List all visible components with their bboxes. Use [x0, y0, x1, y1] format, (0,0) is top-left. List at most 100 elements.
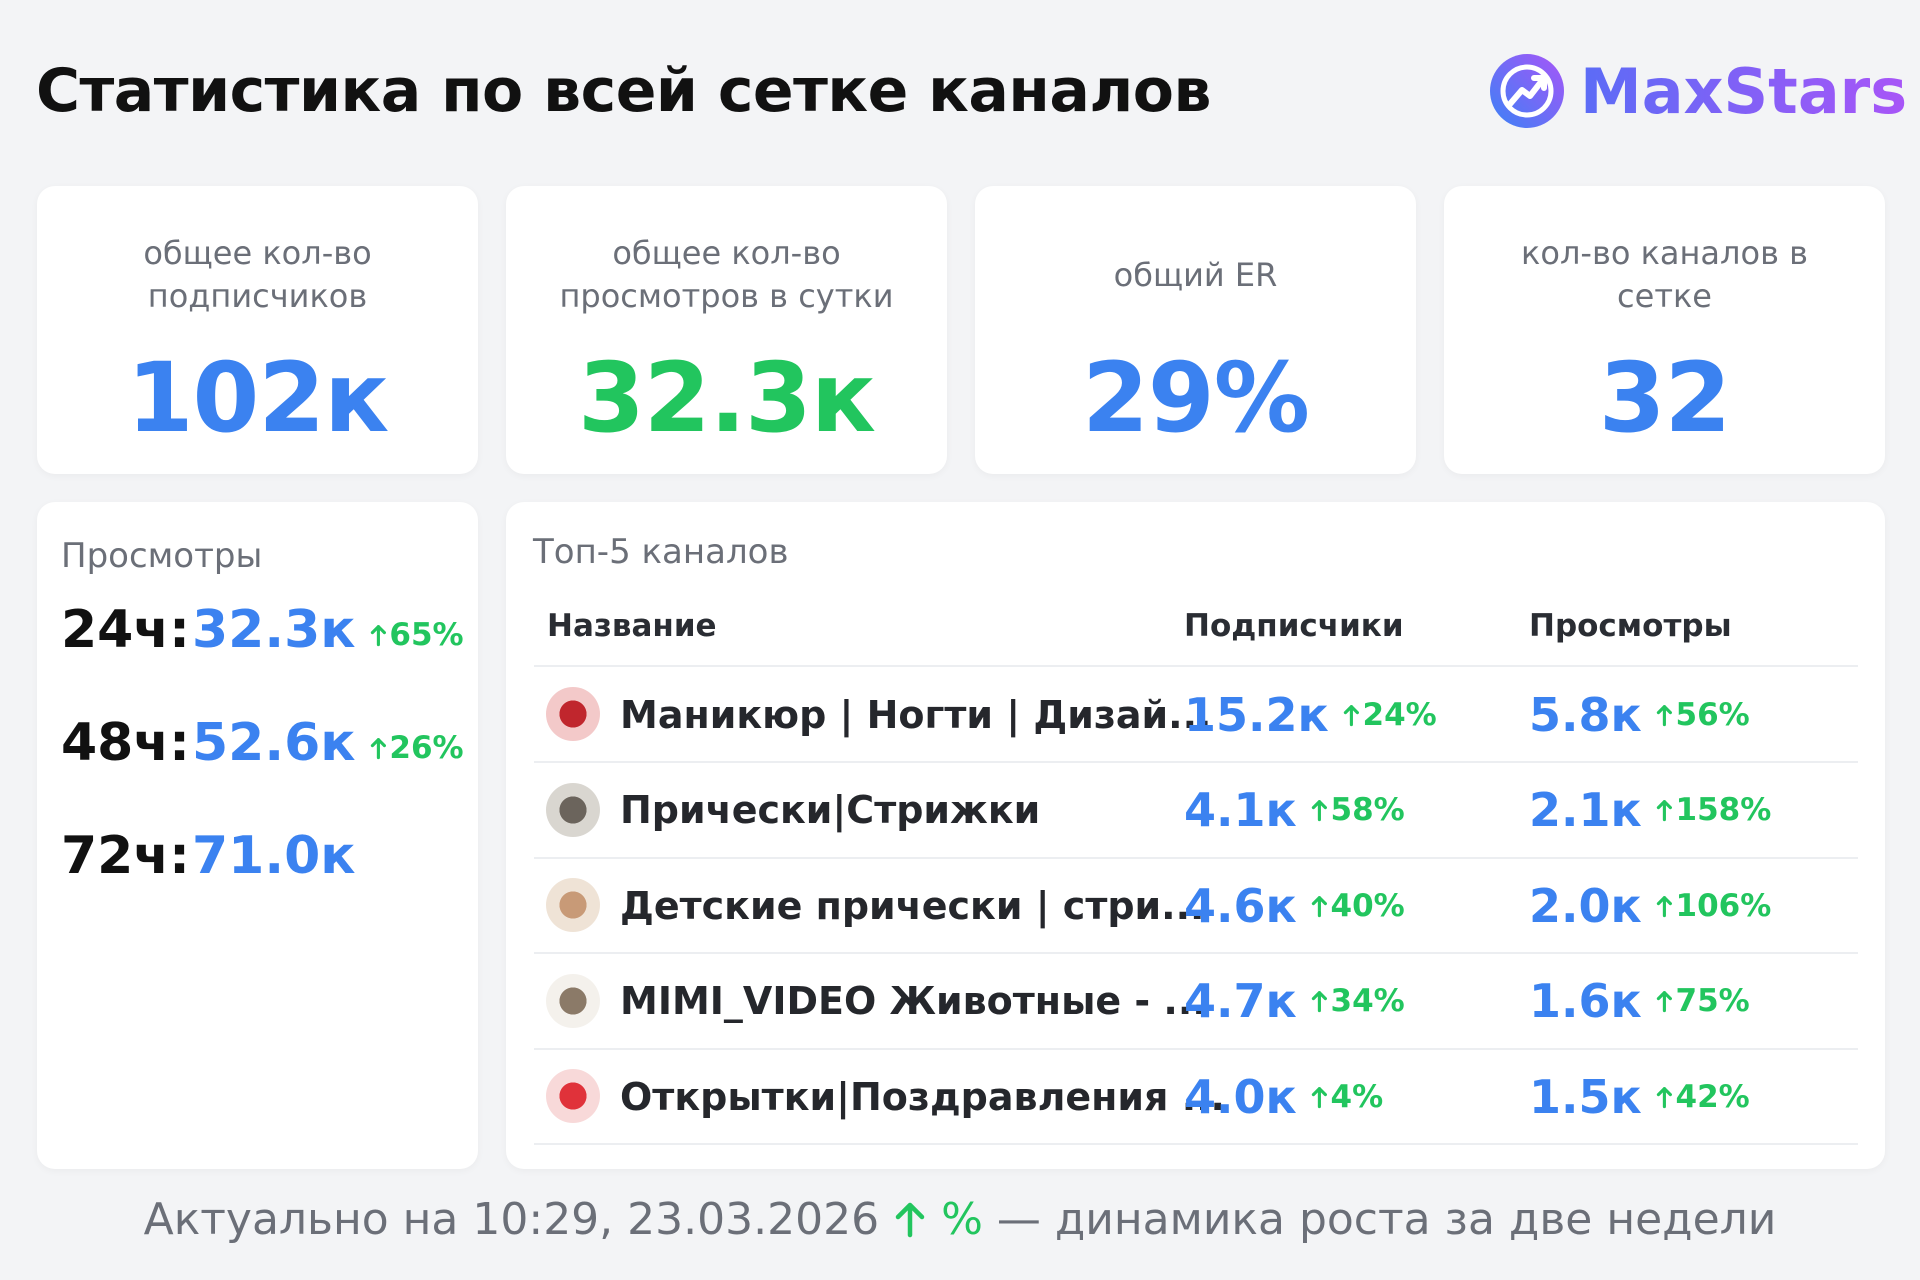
table-row: Открытки|Поздравления ... 4.0к 4% 1.5к 42%: [534, 1049, 1858, 1144]
footer: Актуально на 10:29, 23.03.2026 % — динам…: [0, 1194, 1920, 1245]
arrow-icon: [1343, 704, 1359, 726]
views-value: 32.3к: [192, 600, 356, 660]
channel-name: Детские прически | стри...: [620, 883, 1205, 928]
column-header: Просмотры: [1529, 608, 1732, 644]
change: 40%: [1311, 888, 1405, 924]
subscribers-value: 4.7к: [1184, 974, 1297, 1028]
arrow-icon: [895, 1202, 925, 1238]
footer-legend-text: %: [941, 1194, 983, 1245]
views-value: 1.6к: [1529, 974, 1642, 1028]
change: 106%: [1656, 887, 1772, 924]
row-divider: [534, 1047, 1858, 1050]
row-divider: [534, 856, 1858, 859]
stat-value: 102к: [126, 342, 390, 454]
arrow-icon: [1656, 991, 1672, 1013]
avatar: [546, 878, 600, 932]
logo-icon: [1490, 54, 1564, 128]
footer-note: — динамика роста за две недели: [996, 1194, 1777, 1245]
views-value: 5.8к: [1529, 687, 1642, 742]
views-panel: Просмотры 24ч: 32.3к 65% 48ч: 52.6к 26% 72ч: 71…: [37, 502, 478, 1169]
subscribers-value: 4.1к: [1184, 783, 1297, 837]
stat-label-line: кол-во каналов в: [1521, 234, 1808, 272]
stat-label: общее кол-во просмотров в сутки: [559, 210, 893, 340]
subscribers-cell: 15.2к 24%: [1184, 667, 1437, 762]
change-value: 58%: [1330, 792, 1405, 828]
period: 48ч:: [61, 713, 190, 773]
stat-value: 29%: [1082, 342, 1310, 454]
stat-label-line: общее кол-во: [612, 234, 841, 272]
table-row: Прически|Стрижки 4.1к 58% 2.1к 158%: [534, 763, 1858, 858]
arrow-icon: [370, 738, 386, 760]
stat-label: кол-во каналов в сетке: [1521, 210, 1808, 340]
views-cell: 1.6к 75%: [1529, 954, 1750, 1049]
stat-card: общее кол-во просмотров в сутки 32.3к: [506, 186, 947, 474]
channel-name: Прически|Стрижки: [620, 788, 1041, 832]
stat-label: общий ER: [1114, 210, 1278, 340]
avatar: [546, 687, 600, 741]
row-divider: [534, 952, 1858, 954]
arrow-icon: [1311, 800, 1327, 822]
arrow-icon: [1656, 895, 1672, 917]
subscribers-value: 4.0к: [1184, 1069, 1297, 1124]
header-divider: [534, 665, 1858, 667]
stat-label-line: сетке: [1617, 277, 1712, 315]
stat-card: кол-во каналов в сетке 32: [1444, 186, 1885, 474]
views-value: 2.1к: [1529, 783, 1642, 837]
change-value: 106%: [1675, 887, 1772, 924]
subscribers-cell: 4.7к 34%: [1184, 954, 1405, 1049]
subscribers-cell: 4.1к 58%: [1184, 763, 1405, 858]
period: 24ч:: [61, 600, 190, 660]
change: 34%: [1311, 983, 1405, 1019]
table-row: MIMI_VIDEO Животные - ... 4.7к 34% 1.6к 75%: [534, 954, 1858, 1049]
views-row: 48ч: 52.6к 26%: [61, 713, 464, 773]
avatar: [546, 1069, 600, 1123]
change-value: 4%: [1330, 1078, 1384, 1115]
channel-name: Открытки|Поздравления ...: [620, 1074, 1225, 1119]
table-row: Маникюр | Ногти | Дизай... 15.2к 24% 5.8к 56…: [534, 667, 1858, 762]
column-header: Название: [547, 608, 717, 644]
stat-label-line: просмотров в сутки: [559, 277, 894, 315]
change-value: 24%: [1362, 696, 1437, 733]
change: 24%: [1343, 697, 1437, 733]
arrow-icon: [1656, 1086, 1672, 1108]
stat-card: общее кол-во подписчиков 102к: [37, 186, 478, 474]
top-panel: Топ-5 каналов: [506, 502, 1885, 1169]
change-value: 26%: [389, 730, 464, 766]
stat-card: общий ER 29%: [975, 186, 1416, 474]
row-divider: [534, 761, 1858, 763]
arrow-icon: [1311, 991, 1327, 1013]
change-value: 75%: [1675, 983, 1750, 1019]
avatar: [546, 973, 600, 1028]
subscribers-value: 15.2к: [1184, 687, 1329, 742]
change: 42%: [1656, 1079, 1750, 1115]
change-value: 158%: [1675, 792, 1772, 828]
change-value: 56%: [1675, 696, 1750, 733]
views-cell: 2.1к 158%: [1529, 763, 1771, 858]
views-value: 2.0к: [1529, 878, 1642, 933]
table-title: Топ-5 каналов: [533, 532, 789, 572]
subscribers-cell: 4.6к 40%: [1184, 858, 1405, 953]
change: 158%: [1656, 792, 1772, 828]
change-value: 65%: [389, 617, 464, 653]
change: 65%: [370, 617, 464, 653]
arrow-icon: [1656, 800, 1672, 822]
stat-value: 32: [1598, 342, 1732, 454]
arrow-icon: [1311, 1086, 1327, 1108]
views-title: Просмотры: [61, 536, 263, 576]
change: 26%: [370, 730, 464, 766]
avatar: [546, 782, 600, 837]
change: 58%: [1311, 792, 1405, 828]
change: 4%: [1311, 1079, 1383, 1115]
stat-label-line: общий ER: [1113, 255, 1278, 294]
views-cell: 2.0к 106%: [1529, 858, 1771, 953]
views-value: 71.0к: [192, 826, 356, 886]
logo: MaxStars: [1488, 52, 1907, 130]
views-row: 72ч: 71.0к: [61, 826, 356, 886]
change-value: 34%: [1330, 983, 1405, 1019]
arrow-icon: [1311, 895, 1327, 917]
stat-label: общее кол-во подписчиков: [143, 210, 371, 340]
views-cell: 1.5к 42%: [1529, 1049, 1750, 1144]
page-title: Статистика по всей сетке каналов: [36, 56, 1211, 126]
